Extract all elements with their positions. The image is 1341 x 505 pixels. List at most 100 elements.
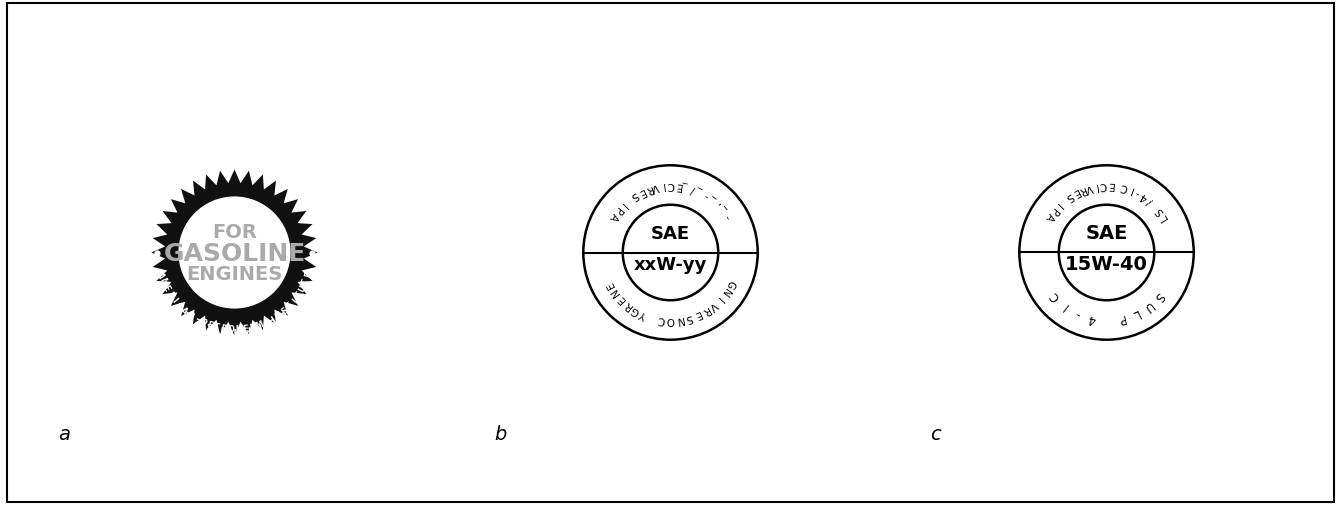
Text: U: U (298, 284, 308, 293)
Text: A: A (607, 211, 620, 222)
Text: ENGINES: ENGINES (186, 265, 283, 284)
Text: A: A (178, 306, 189, 317)
Text: N: N (185, 310, 196, 321)
Text: E: E (161, 284, 172, 293)
Text: S: S (1151, 289, 1165, 303)
Text: I: I (233, 325, 236, 335)
Text: /: / (1145, 195, 1155, 206)
Text: E: E (692, 309, 703, 320)
Text: I: I (169, 297, 178, 305)
Text: R: R (644, 183, 653, 195)
Text: _: _ (717, 206, 730, 216)
Text: SAE: SAE (650, 225, 691, 243)
Text: b: b (493, 425, 507, 443)
Circle shape (178, 196, 291, 309)
Text: E: E (266, 315, 276, 326)
Text: _: _ (696, 186, 704, 197)
Text: I: I (1128, 184, 1134, 195)
Text: I: I (1061, 300, 1070, 312)
Text: T: T (294, 290, 304, 299)
Text: P: P (198, 318, 207, 328)
Text: I: I (256, 320, 263, 331)
Text: L: L (235, 325, 241, 334)
Text: S: S (1153, 205, 1165, 217)
Circle shape (583, 165, 758, 340)
Text: E: E (303, 271, 314, 279)
Text: -: - (723, 213, 734, 221)
Text: N: N (675, 314, 684, 325)
Text: N: N (274, 310, 284, 321)
Text: -: - (1133, 187, 1141, 198)
Text: P: P (1047, 206, 1059, 217)
Text: E: E (243, 324, 248, 334)
Text: I: I (661, 180, 665, 190)
Text: R: R (700, 304, 711, 317)
Text: -: - (703, 190, 711, 200)
Text: Y: Y (640, 309, 649, 320)
Text: R: R (622, 299, 634, 311)
Text: S: S (1063, 190, 1074, 203)
Text: a: a (58, 425, 70, 443)
Text: S: S (279, 306, 290, 317)
Text: I: I (270, 315, 276, 324)
Text: S: S (629, 189, 640, 201)
Text: V: V (650, 181, 660, 192)
Text: I: I (618, 200, 628, 210)
Text: C: C (181, 307, 193, 320)
Text: C: C (173, 301, 184, 312)
Text: V: V (1084, 182, 1093, 193)
Text: ,: , (713, 200, 723, 210)
Text: C: C (1100, 180, 1106, 190)
Text: E: E (1106, 180, 1113, 190)
Text: S: S (684, 312, 693, 323)
Text: GASOLINE: GASOLINE (164, 241, 306, 266)
Text: C: C (666, 180, 675, 190)
Text: G: G (630, 304, 642, 317)
Text: SAE: SAE (1085, 224, 1128, 243)
Text: M: M (255, 320, 264, 331)
Text: L: L (1129, 307, 1141, 321)
Text: T: T (217, 323, 225, 334)
Text: C: C (1047, 288, 1062, 303)
Text: _: _ (681, 181, 689, 192)
Text: _: _ (708, 194, 717, 206)
Text: O: O (666, 315, 675, 325)
Text: T: T (300, 278, 311, 286)
Text: T: T (284, 301, 295, 312)
Text: E: E (675, 180, 681, 191)
Text: E: E (205, 321, 213, 331)
Text: I: I (291, 297, 299, 305)
Circle shape (1019, 165, 1193, 340)
Text: R: R (204, 320, 215, 332)
Text: T: T (213, 323, 220, 333)
Text: A: A (156, 271, 166, 279)
Text: I: I (715, 294, 724, 304)
Text: O: O (227, 325, 235, 334)
Text: I: I (1054, 201, 1063, 210)
Text: E: E (636, 186, 646, 197)
Text: 4: 4 (1139, 190, 1149, 203)
Text: I: I (1093, 181, 1098, 191)
Polygon shape (152, 170, 318, 335)
Text: N: N (609, 286, 622, 298)
Text: xxW-yy: xxW-yy (634, 256, 707, 274)
Text: 4: 4 (1086, 311, 1097, 326)
Text: U: U (1140, 298, 1155, 314)
Text: M: M (157, 277, 169, 287)
Text: FOR: FOR (212, 223, 257, 242)
Text: R: R (220, 324, 227, 334)
Text: E: E (616, 293, 628, 305)
Text: N: N (719, 286, 732, 298)
Text: P: P (1116, 311, 1126, 326)
Text: c: c (931, 425, 941, 443)
Text: E: E (605, 279, 617, 289)
Text: 15W-40: 15W-40 (1065, 256, 1148, 274)
Text: D: D (276, 307, 288, 320)
Text: C: C (1120, 182, 1129, 193)
Text: C: C (657, 314, 665, 325)
Text: -: - (1073, 307, 1082, 321)
Text: R: R (165, 290, 176, 300)
Text: A: A (1043, 211, 1055, 222)
Text: R: R (1077, 184, 1088, 195)
Text: /: / (689, 183, 696, 194)
